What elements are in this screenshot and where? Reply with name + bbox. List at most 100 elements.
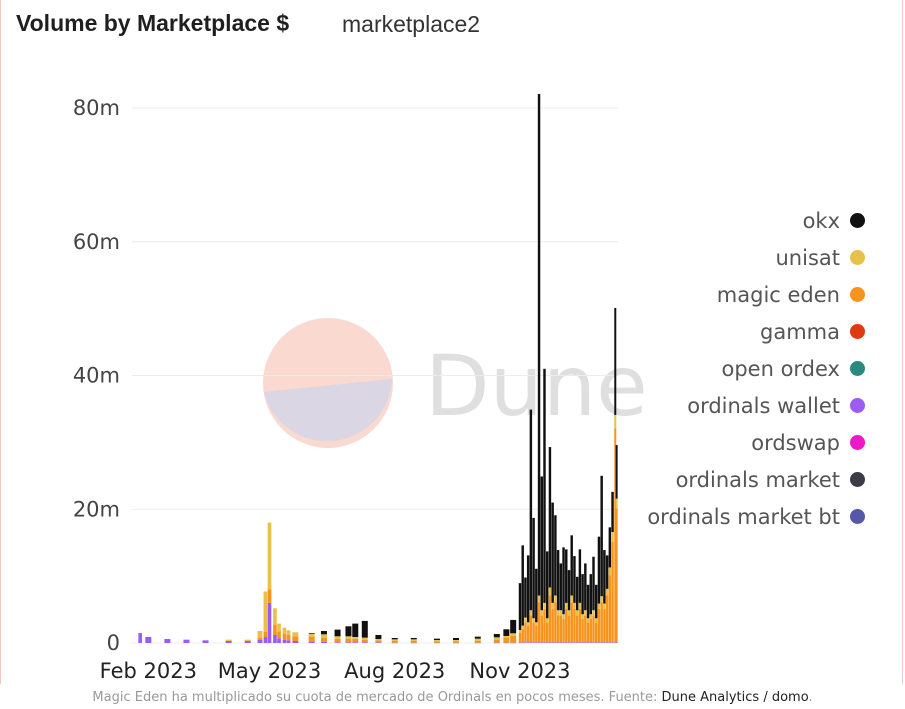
bar-magic-eden-39 bbox=[543, 608, 546, 643]
bar-okx-21 bbox=[375, 634, 382, 639]
bar-unisat-56 bbox=[589, 614, 592, 619]
bar-okx-45 bbox=[559, 563, 563, 611]
bar-okx-54 bbox=[584, 563, 587, 611]
legend-item-unisat[interactable]: unisat bbox=[647, 239, 865, 276]
bar-okx-24 bbox=[433, 638, 440, 640]
bar-unisat-21 bbox=[375, 638, 382, 641]
legend-item-magic-eden[interactable]: magic eden bbox=[647, 276, 865, 313]
bar-ordinals-wallet-8 bbox=[263, 636, 268, 643]
bar-okx-31 bbox=[521, 545, 524, 626]
bar-okx-22 bbox=[391, 637, 398, 640]
bar-magic-eden-55 bbox=[586, 622, 590, 643]
caption-source-link[interactable]: Dune Analytics / domo bbox=[661, 690, 809, 705]
bar-ordinals-wallet-19 bbox=[352, 642, 359, 643]
legend-dot-icon bbox=[850, 435, 865, 450]
bar-unisat-46 bbox=[562, 614, 565, 619]
legend-label: okx bbox=[802, 208, 840, 233]
bar-magic-eden-66 bbox=[615, 508, 618, 643]
bar-ordinals-wallet-63 bbox=[608, 642, 612, 643]
bar-unisat-42 bbox=[551, 602, 554, 609]
bar-okx-47 bbox=[565, 549, 568, 603]
bar-unisat-43 bbox=[554, 595, 557, 603]
legend-label: unisat bbox=[775, 245, 841, 270]
bar-unisat-7 bbox=[257, 630, 263, 638]
legend-label: ordswap bbox=[751, 430, 840, 455]
chart-subtitle: marketplace2 bbox=[342, 11, 481, 37]
bar-magic-eden-37 bbox=[537, 602, 541, 643]
legend-label: open ordex bbox=[721, 356, 840, 381]
bar-magic-eden-18 bbox=[345, 638, 352, 643]
bar-okx-63 bbox=[608, 527, 612, 568]
bar-ordinals-wallet-2 bbox=[164, 638, 171, 643]
bar-ordinals-wallet-18 bbox=[345, 642, 352, 643]
x-axis-ticks: Feb 2023 May 2023 Aug 2023 Nov 2023 bbox=[100, 659, 571, 683]
bar-magic-eden-60 bbox=[600, 602, 603, 643]
bar-unisat-57 bbox=[592, 610, 595, 616]
bar-magic-eden-34 bbox=[529, 615, 533, 643]
bar-ordinals-wallet-31 bbox=[521, 642, 524, 643]
bar-unisat-66 bbox=[615, 498, 618, 509]
bar-unisat-54 bbox=[584, 610, 587, 616]
bar-ordinals-wallet-12 bbox=[282, 639, 287, 643]
legend-dot-icon bbox=[850, 472, 865, 487]
bar-unisat-10 bbox=[273, 608, 277, 625]
bar-okx-51 bbox=[575, 576, 579, 611]
bar-ordinals-wallet-24 bbox=[433, 642, 440, 644]
bar-unisat-37 bbox=[537, 595, 541, 603]
bar-magic-eden-7 bbox=[257, 637, 263, 640]
legend-item-ordinals-wallet[interactable]: ordinals wallet bbox=[647, 387, 865, 424]
bar-unisat-16 bbox=[320, 634, 327, 638]
bar-ordinals-wallet-45 bbox=[559, 642, 563, 643]
bar-magic-eden-41 bbox=[548, 595, 552, 643]
legend-item-ordinals-market-bt[interactable]: ordinals market bt bbox=[647, 498, 865, 535]
bar-magic-eden-12 bbox=[282, 633, 287, 640]
bar-ordinals-wallet-21 bbox=[375, 642, 382, 643]
bar-okx-64 bbox=[611, 491, 614, 532]
bar-unisat-6 bbox=[244, 639, 251, 641]
bar-ordinals-wallet-40 bbox=[545, 642, 549, 643]
bar-ordinals-wallet-26 bbox=[474, 642, 481, 644]
bar-okx-42 bbox=[551, 502, 554, 603]
bar-okx-28 bbox=[503, 629, 510, 636]
bar-ordinals-wallet-9 bbox=[267, 602, 272, 643]
legend: okx unisat magic eden gamma open ordex ordina… bbox=[647, 202, 865, 535]
bar-ordinals-wallet-56 bbox=[589, 642, 592, 643]
x-tick-label-1: May 2023 bbox=[218, 659, 322, 683]
y-tick-label-2: 40m bbox=[73, 364, 120, 388]
bar-okx-48 bbox=[567, 570, 571, 611]
bar-unisat-30 bbox=[518, 629, 522, 633]
bar-magic-eden-49 bbox=[570, 602, 573, 643]
bar-okx-57 bbox=[592, 556, 595, 611]
bar-unisat-53 bbox=[581, 614, 584, 619]
bar-magic-eden-40 bbox=[545, 622, 549, 643]
bar-magic-eden-25 bbox=[453, 641, 459, 643]
bar-ordinals-wallet-25 bbox=[453, 642, 459, 644]
bar-okx-27 bbox=[493, 633, 500, 638]
bars bbox=[138, 93, 618, 644]
bar-magic-eden-53 bbox=[581, 618, 584, 643]
legend-item-okx[interactable]: okx bbox=[647, 202, 865, 239]
bar-unisat-33 bbox=[526, 622, 530, 626]
bar-magic-eden-33 bbox=[526, 625, 530, 643]
bar-unisat-52 bbox=[578, 602, 582, 609]
bar-magic-eden-54 bbox=[584, 615, 587, 643]
bar-ordinals-wallet-36 bbox=[535, 642, 538, 643]
legend-item-open-ordex[interactable]: open ordex bbox=[647, 350, 865, 387]
legend-item-ordswap[interactable]: ordswap bbox=[647, 424, 865, 461]
bar-ordinals-wallet-50 bbox=[573, 642, 576, 643]
bar-magic-eden-52 bbox=[578, 608, 582, 643]
legend-item-ordinals-market[interactable]: ordinals market bbox=[647, 461, 865, 498]
legend-item-gamma[interactable]: gamma bbox=[647, 313, 865, 350]
legend-dot-icon bbox=[850, 509, 865, 524]
bar-okx-38 bbox=[540, 476, 543, 611]
bar-magic-eden-15 bbox=[308, 636, 315, 642]
bar-okx-34 bbox=[529, 409, 533, 611]
bar-ordinals-wallet-58 bbox=[594, 642, 598, 643]
bar-okx-35 bbox=[532, 517, 535, 619]
bar-ordinals-wallet-17 bbox=[334, 642, 341, 643]
bar-magic-eden-44 bbox=[556, 615, 560, 643]
y-tick-label-1: 20m bbox=[73, 497, 120, 521]
bar-unisat-25 bbox=[453, 639, 459, 642]
bar-okx-66 bbox=[615, 445, 618, 499]
bar-ordinals-wallet-54 bbox=[584, 642, 587, 643]
